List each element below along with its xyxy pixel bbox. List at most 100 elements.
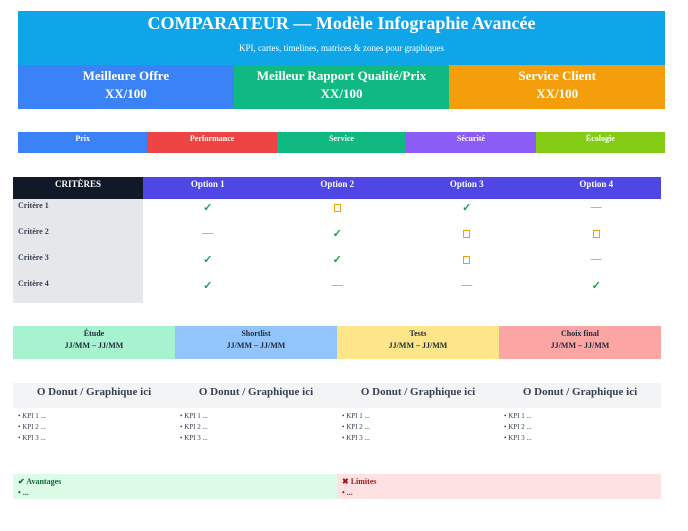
- column-header: CRITÈRES: [13, 177, 143, 199]
- kpi-card: Service Client XX/100: [449, 65, 666, 109]
- phase-name: Choix final: [560, 329, 599, 338]
- cell: [402, 225, 532, 251]
- cell: ✓: [143, 277, 273, 303]
- x-icon: ✖: [342, 477, 349, 486]
- phase-dates: JJ/MM – JJ/MM: [388, 341, 448, 350]
- kpi-list: • KPI 1 ... • KPI 2 ... • KPI 3 ...: [13, 408, 175, 444]
- check-icon: ✓: [203, 202, 213, 214]
- column-header: Option 4: [531, 177, 661, 199]
- timeline-phase: Tests JJ/MM – JJ/MM: [337, 326, 499, 359]
- cell: [532, 225, 662, 251]
- cell: ✓: [143, 251, 273, 277]
- kpi-item: • KPI 2 ...: [342, 423, 370, 431]
- kpi-item: • KPI 2 ...: [504, 423, 532, 431]
- chart-placeholder: O Donut / Graphique ici • KPI 1 ... • KPI …: [13, 383, 175, 444]
- kpi-item: • KPI 2 ...: [18, 423, 46, 431]
- phase-name: Shortlist: [241, 329, 271, 338]
- check-icon: ✓: [332, 228, 342, 240]
- column-header: Option 3: [402, 177, 532, 199]
- header-banner: COMPARATEUR — Modèle Infographie Avancée…: [18, 11, 665, 65]
- cell: ✓: [532, 277, 662, 303]
- chart-placeholder: O Donut / Graphique ici • KPI 1 ... • KPI …: [499, 383, 661, 444]
- pending-icon: [463, 230, 471, 238]
- kpi-cards: Meilleure Offre XX/100 Meilleur Rapport Q…: [18, 65, 666, 109]
- cell: —: [402, 277, 532, 303]
- kpi-label: Meilleur Rapport Qualité/Prix: [256, 68, 427, 83]
- criterion-label: Critère 2: [13, 225, 143, 251]
- kpi-item: • KPI 3 ...: [180, 434, 208, 442]
- cell: ✓: [273, 225, 403, 251]
- cell: ✓: [143, 199, 273, 225]
- kpi-list: • KPI 1 ... • KPI 2 ... • KPI 3 ...: [175, 408, 337, 444]
- category-bar: Prix Performance Service Sécurité Écolog…: [18, 132, 666, 153]
- kpi-value: XX/100: [104, 86, 147, 101]
- cons-box: ✖ Limites • ...: [337, 474, 661, 499]
- chart-placeholder-title: O Donut / Graphique ici: [499, 383, 661, 408]
- phase-dates: JJ/MM – JJ/MM: [64, 341, 124, 350]
- kpi-item: • KPI 1 ...: [504, 412, 532, 420]
- kpi-card: Meilleur Rapport Qualité/Prix XX/100: [233, 65, 450, 109]
- timeline-phase: Choix final JJ/MM – JJ/MM: [499, 326, 661, 359]
- table-row: Critère 2 — ✓: [13, 225, 661, 251]
- check-icon: ✓: [203, 254, 213, 266]
- kpi-value: XX/100: [320, 86, 363, 101]
- column-header: Option 1: [143, 177, 273, 199]
- cell: ✓: [273, 251, 403, 277]
- timeline-phase: Étude JJ/MM – JJ/MM: [13, 326, 175, 359]
- kpi-label: Meilleure Offre: [82, 68, 170, 83]
- kpi-item: • KPI 3 ...: [504, 434, 532, 442]
- check-icon: ✓: [332, 254, 342, 266]
- table-row: Critère 4 ✓ — — ✓: [13, 277, 661, 303]
- dash-icon: —: [461, 279, 473, 291]
- kpi-value: XX/100: [536, 86, 579, 101]
- phase-dates: JJ/MM – JJ/MM: [550, 341, 610, 350]
- page-subtitle: KPI, cartes, timelines, matrices & zones…: [239, 43, 444, 53]
- criterion-label: Critère 1: [13, 199, 143, 225]
- table-row: Critère 1 ✓ ✓ —: [13, 199, 661, 225]
- kpi-list: • KPI 1 ... • KPI 2 ... • KPI 3 ...: [337, 408, 499, 444]
- cell: [402, 251, 532, 277]
- cell: [273, 199, 403, 225]
- comparison-matrix: CRITÈRES Option 1 Option 2 Option 3 Opti…: [13, 177, 661, 303]
- category-prix: Prix: [18, 132, 148, 153]
- kpi-item: • KPI 3 ...: [18, 434, 46, 442]
- category-ecologie: Écologie: [535, 132, 666, 153]
- phase-dates: JJ/MM – JJ/MM: [226, 341, 286, 350]
- cons-item: • ...: [342, 488, 353, 497]
- pending-icon: [333, 204, 341, 212]
- check-icon: ✔: [18, 477, 25, 486]
- dash-icon: —: [331, 279, 343, 291]
- check-icon: ✓: [203, 280, 213, 292]
- pros-box: ✔ Avantages • ...: [13, 474, 337, 499]
- chart-placeholder-title: O Donut / Graphique ici: [13, 383, 175, 408]
- kpi-list: • KPI 1 ... • KPI 2 ... • KPI 3 ...: [499, 408, 661, 444]
- column-header: Option 2: [272, 177, 402, 199]
- cell: —: [273, 277, 403, 303]
- pending-icon: [463, 256, 471, 264]
- dash-icon: —: [590, 253, 602, 265]
- criterion-label: Critère 3: [13, 251, 143, 277]
- pros-item: • ...: [18, 488, 29, 497]
- cell: —: [532, 251, 662, 277]
- dash-icon: —: [202, 227, 214, 239]
- criterion-label: Critère 4: [13, 277, 143, 303]
- cell: ✓: [402, 199, 532, 225]
- kpi-item: • KPI 1 ...: [342, 412, 370, 420]
- cell: —: [532, 199, 662, 225]
- category-securite: Sécurité: [406, 132, 536, 153]
- chart-placeholder: O Donut / Graphique ici • KPI 1 ... • KPI …: [337, 383, 499, 444]
- phase-name: Tests: [409, 329, 427, 338]
- chart-placeholder-title: O Donut / Graphique ici: [337, 383, 499, 408]
- chart-placeholder-title: O Donut / Graphique ici: [175, 383, 337, 408]
- kpi-item: • KPI 2 ...: [180, 423, 208, 431]
- phase-name: Étude: [83, 329, 105, 338]
- chart-placeholders: O Donut / Graphique ici • KPI 1 ... • KPI …: [13, 383, 661, 444]
- check-icon: ✓: [462, 202, 472, 214]
- pending-icon: [592, 230, 600, 238]
- chart-placeholder: O Donut / Graphique ici • KPI 1 ... • KPI …: [175, 383, 337, 444]
- category-performance: Performance: [147, 132, 277, 153]
- kpi-item: • KPI 3 ...: [342, 434, 370, 442]
- kpi-item: • KPI 1 ...: [18, 412, 46, 420]
- timeline: Étude JJ/MM – JJ/MM Shortlist JJ/MM – JJ/M…: [13, 326, 661, 359]
- page-title: COMPARATEUR — Modèle Infographie Avancée: [147, 13, 536, 33]
